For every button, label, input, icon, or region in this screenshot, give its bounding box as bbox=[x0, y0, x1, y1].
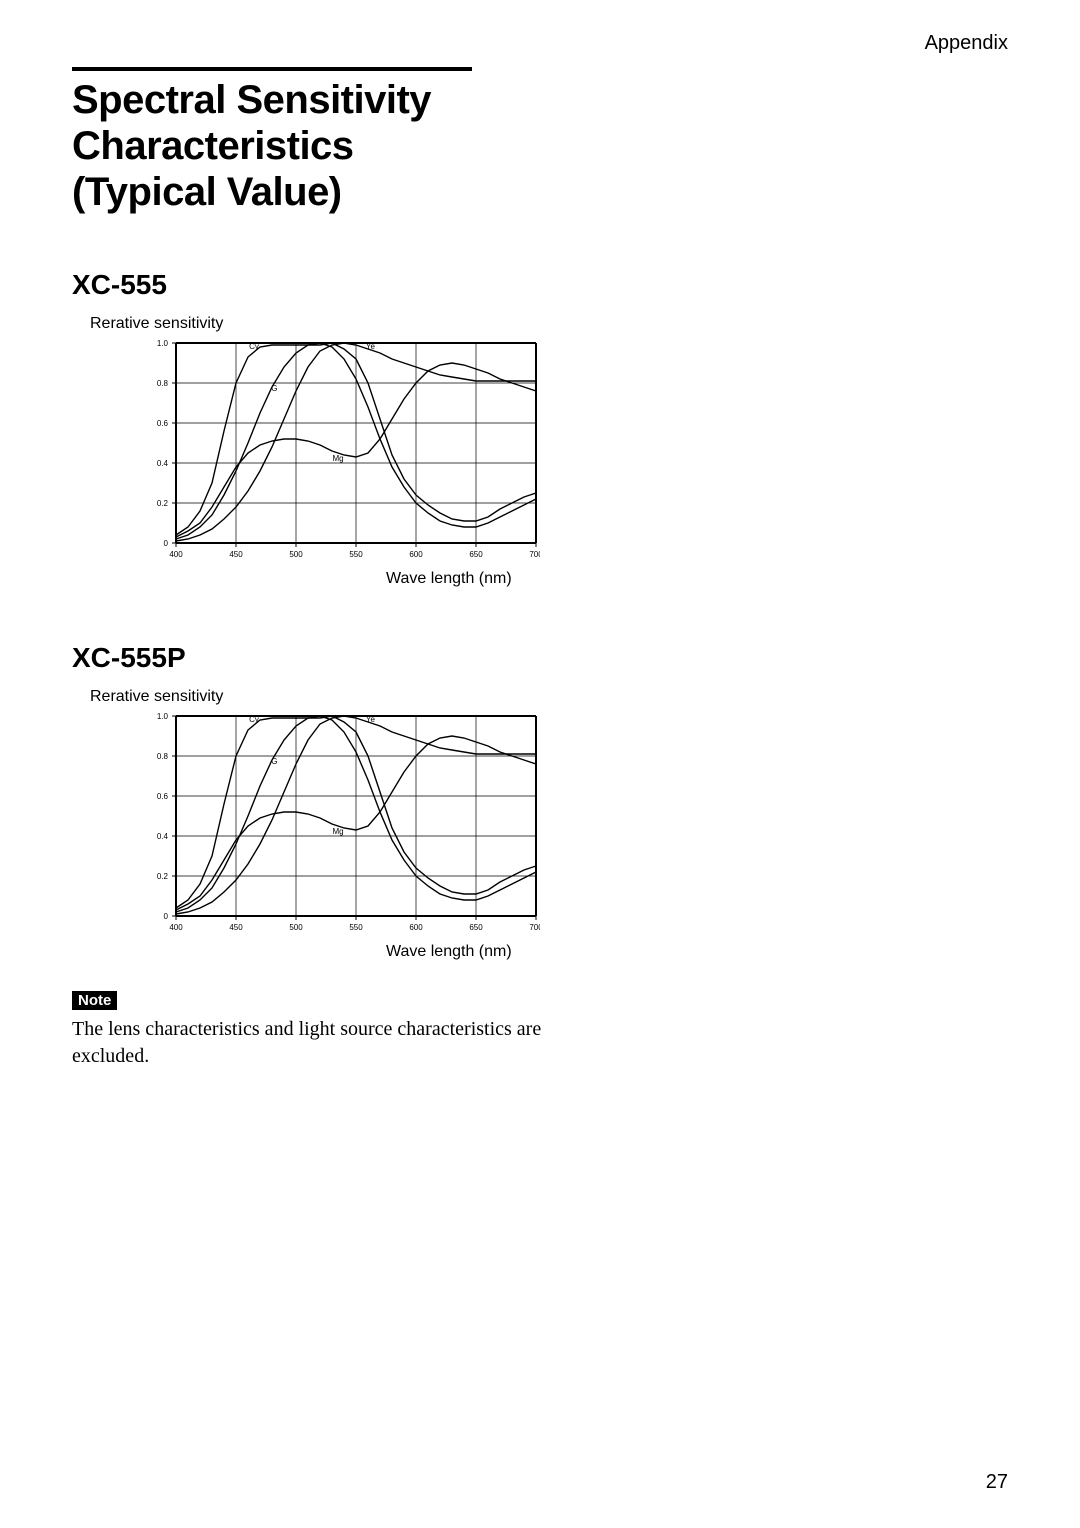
note-text: The lens characteristics and light sourc… bbox=[72, 1016, 592, 1070]
chart1: 400 450 500 550 600 650 700 0 0.2 0.4 0.6 0.8 1.0 Cy G… bbox=[142, 337, 1008, 566]
model-heading-2: XC-555P bbox=[72, 642, 1008, 674]
svg-text:600: 600 bbox=[409, 923, 423, 932]
chart1-ylabel: Rerative sensitivity bbox=[90, 315, 1008, 333]
svg-text:400: 400 bbox=[169, 923, 183, 932]
chart2-xlabel: Wave length (nm) bbox=[386, 943, 1008, 961]
svg-text:550: 550 bbox=[349, 923, 363, 932]
svg-text:0.4: 0.4 bbox=[157, 832, 169, 841]
svg-text:700: 700 bbox=[529, 550, 540, 559]
svg-text:0.2: 0.2 bbox=[157, 872, 169, 881]
note-badge: Note bbox=[72, 991, 117, 1010]
svg-text:Ye: Ye bbox=[366, 715, 376, 724]
page-title: Spectral Sensitivity Characteristics (Ty… bbox=[72, 77, 1008, 215]
chart2-ylabel: Rerative sensitivity bbox=[90, 688, 1008, 706]
svg-text:400: 400 bbox=[169, 550, 183, 559]
svg-text:1.0: 1.0 bbox=[157, 339, 169, 348]
svg-text:G: G bbox=[271, 384, 277, 393]
svg-text:Cy: Cy bbox=[249, 342, 259, 351]
page-number: 27 bbox=[986, 1471, 1008, 1494]
model-heading-1: XC-555 bbox=[72, 269, 1008, 301]
svg-text:Ye: Ye bbox=[366, 342, 376, 351]
title-rule bbox=[72, 67, 472, 71]
svg-text:600: 600 bbox=[409, 550, 423, 559]
svg-text:550: 550 bbox=[349, 550, 363, 559]
svg-text:0.4: 0.4 bbox=[157, 459, 169, 468]
svg-text:Mg: Mg bbox=[332, 454, 343, 463]
chart1-xlabel: Wave length (nm) bbox=[386, 570, 1008, 588]
svg-text:0.2: 0.2 bbox=[157, 499, 169, 508]
svg-text:0: 0 bbox=[164, 539, 169, 548]
svg-text:450: 450 bbox=[229, 550, 243, 559]
svg-text:0.6: 0.6 bbox=[157, 419, 169, 428]
chart-section-1: XC-555 Rerative sensitivity 400 450 500 550… bbox=[72, 269, 1008, 588]
svg-text:500: 500 bbox=[289, 550, 303, 559]
title-line-1: Spectral Sensitivity bbox=[72, 78, 431, 122]
svg-text:G: G bbox=[271, 757, 277, 766]
svg-text:500: 500 bbox=[289, 923, 303, 932]
svg-text:0.8: 0.8 bbox=[157, 379, 169, 388]
svg-text:Mg: Mg bbox=[332, 827, 343, 836]
svg-text:650: 650 bbox=[469, 923, 483, 932]
svg-text:700: 700 bbox=[529, 923, 540, 932]
svg-text:0.6: 0.6 bbox=[157, 792, 169, 801]
svg-text:Cy: Cy bbox=[249, 715, 259, 724]
appendix-label: Appendix bbox=[72, 32, 1008, 55]
svg-text:0.8: 0.8 bbox=[157, 752, 169, 761]
svg-text:650: 650 bbox=[469, 550, 483, 559]
title-line-3: (Typical Value) bbox=[72, 170, 342, 214]
svg-text:1.0: 1.0 bbox=[157, 712, 169, 721]
title-line-2: Characteristics bbox=[72, 124, 354, 168]
chart-section-2: XC-555P Rerative sensitivity 400 450 500 55… bbox=[72, 642, 1008, 961]
chart2: 400 450 500 550 600 650 700 0 0.2 0.4 0.6 0.8 1.0 Cy G… bbox=[142, 710, 1008, 939]
svg-text:0: 0 bbox=[164, 912, 169, 921]
note-row: Note bbox=[72, 991, 1008, 1010]
svg-text:450: 450 bbox=[229, 923, 243, 932]
